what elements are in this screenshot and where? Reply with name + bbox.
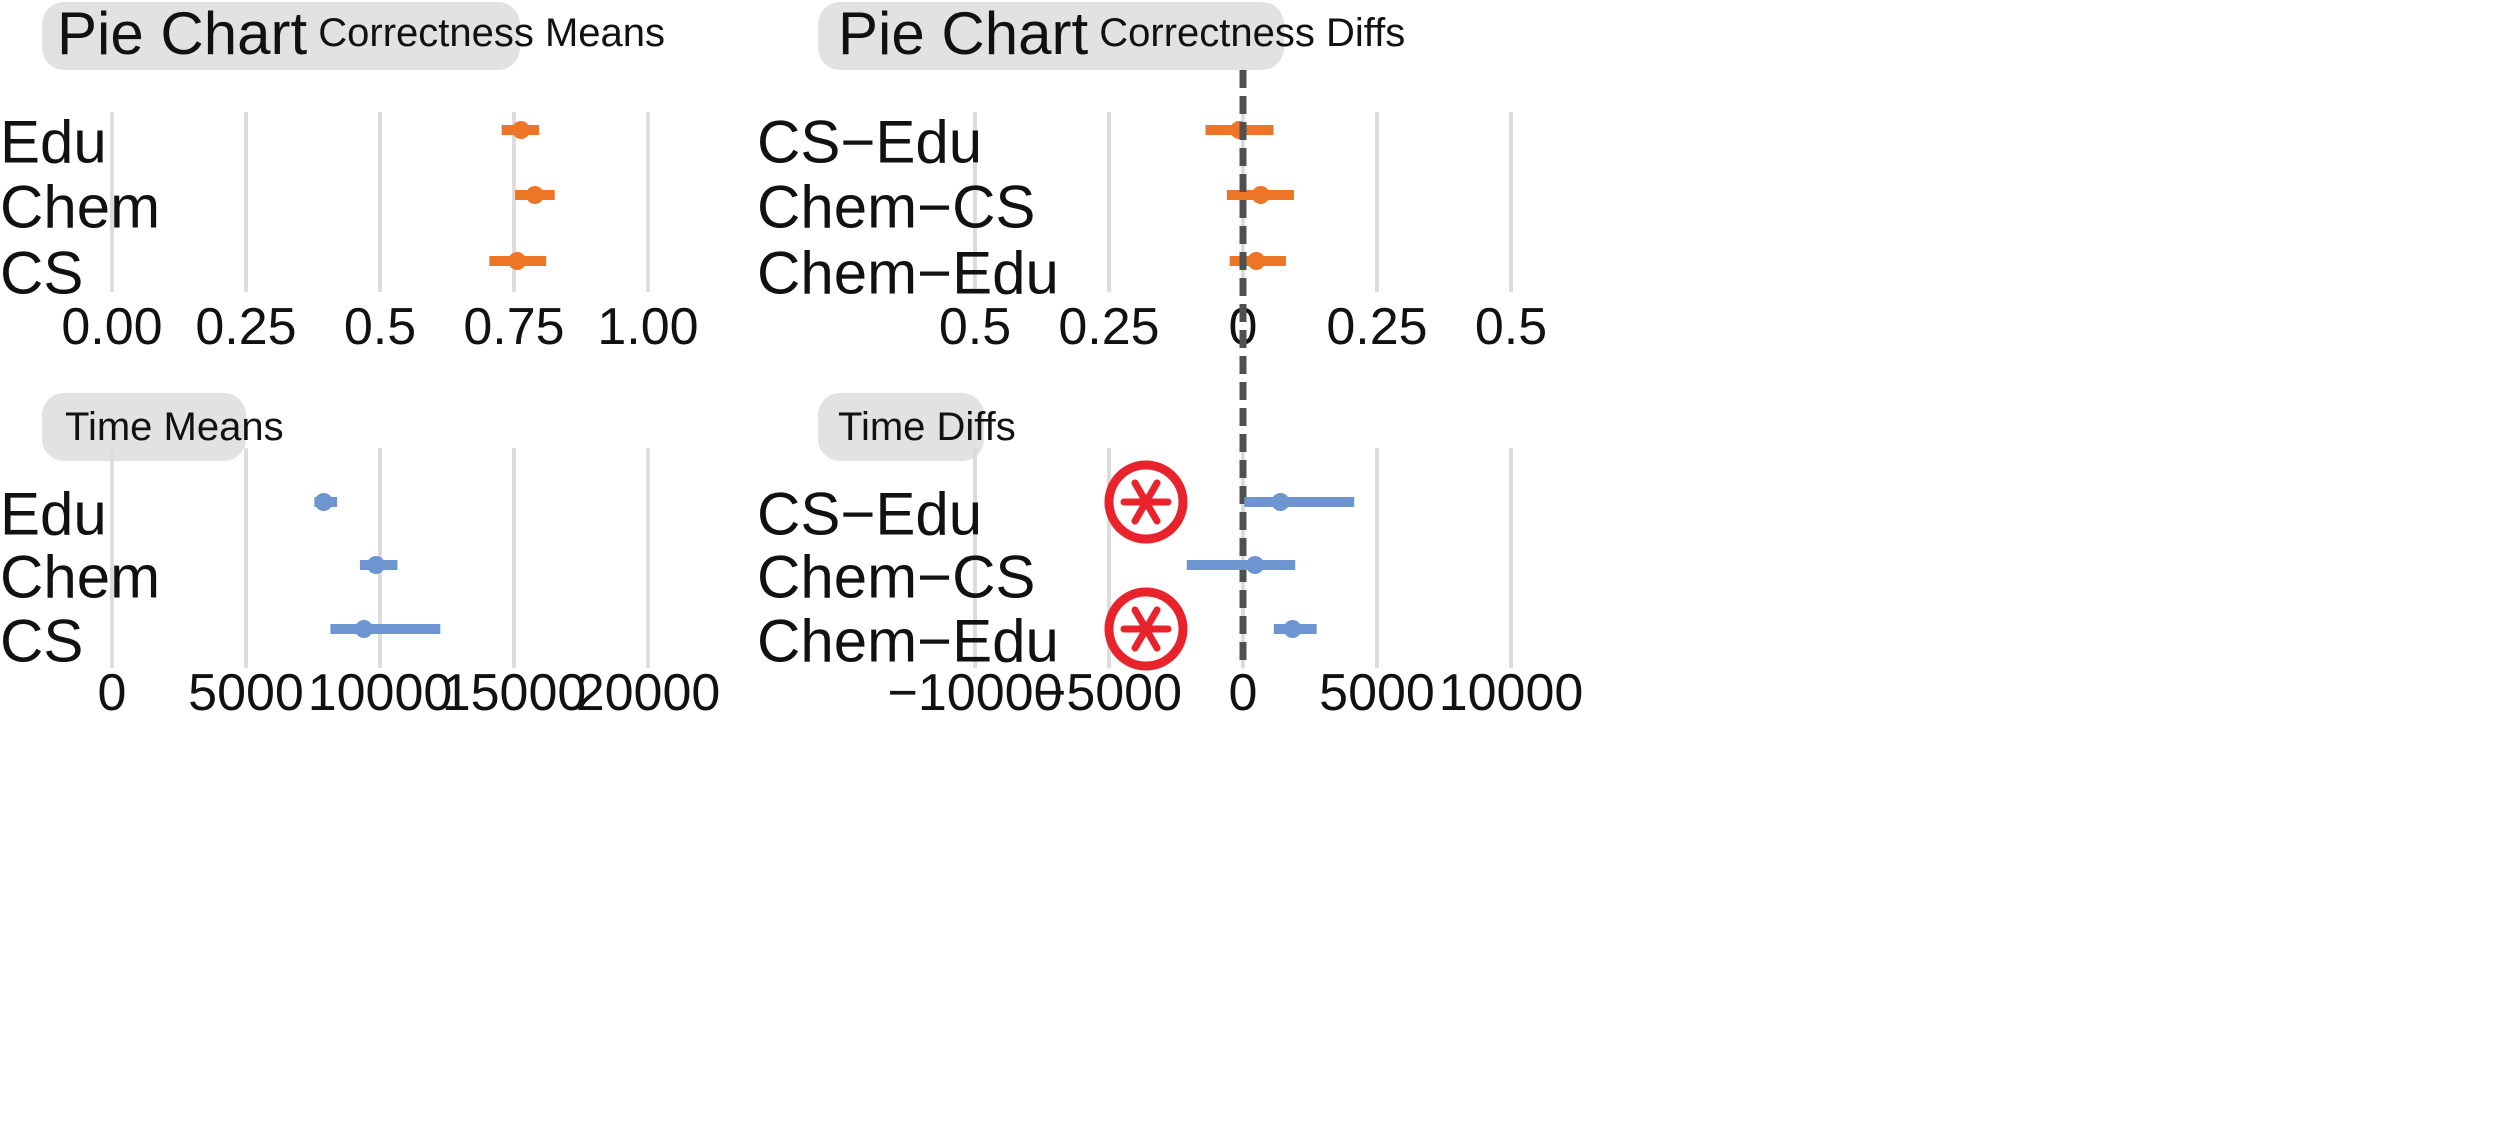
panel-title: Time Means [65, 405, 284, 449]
panel-title: Pie Chart Correctness Means [57, 0, 665, 67]
panel-title-background [818, 393, 984, 461]
x-tick-label: 0 [1229, 664, 1258, 722]
category-label: CS−Edu [757, 481, 982, 548]
mean-point [508, 252, 527, 270]
category-label: Chem−CS [757, 174, 1035, 241]
x-tick-label: 0.00 [61, 298, 162, 356]
x-tick-label: 0.5 [939, 298, 1011, 356]
panel-title-sep [1088, 11, 1099, 55]
panel-title: Time Diffs [838, 405, 1016, 449]
category-label: Edu [0, 109, 107, 176]
x-tick-label: 5000 [188, 664, 304, 722]
panel-title-sub: Correctness Diffs [1099, 11, 1405, 55]
category-label: CS [0, 240, 83, 307]
x-tick-label: −5000 [1036, 664, 1182, 722]
panel-title-main: Pie Chart [838, 0, 1088, 67]
mean-point [1246, 556, 1265, 574]
x-tick-label: 0.75 [463, 298, 564, 356]
x-tick-label: 0.5 [344, 298, 416, 356]
panel-title-sub: Time Means [65, 405, 284, 449]
x-tick-label: 0.25 [195, 298, 296, 356]
x-tick-label: 15000 [442, 664, 587, 722]
panel-title-background [42, 393, 246, 461]
mean-point [366, 556, 385, 574]
x-tick-label: 10000 [1439, 664, 1584, 722]
category-label: Edu [0, 481, 107, 548]
mean-point [314, 493, 333, 511]
significance-asterisk-stroke [1131, 606, 1161, 652]
panel-title-sub: Time Diffs [838, 405, 1016, 449]
panel-title-background [818, 2, 1284, 70]
mean-point [511, 121, 530, 139]
x-tick-label: 20000 [576, 664, 721, 722]
category-label: Chem [0, 544, 160, 611]
significance-asterisk-stroke [1131, 479, 1161, 525]
mean-point [1271, 493, 1290, 511]
panel-time-diffs: Time Diffs−10000−5000 0 5000 10000CS−EduChe… [757, 70, 1583, 722]
x-tick-label: 0 [98, 664, 127, 722]
asterisk-in-circle-icon [1104, 587, 1188, 671]
x-tick-label: 10000 [308, 664, 453, 722]
x-tick-label: 0.5 [1475, 298, 1547, 356]
x-tick-label: 5000 [1319, 664, 1435, 722]
category-label: CS [0, 608, 83, 675]
mean-point [354, 620, 373, 638]
category-label: Chem−Edu [757, 608, 1059, 675]
x-tick-label: 1.00 [597, 298, 698, 356]
x-tick-label: 0.25 [1058, 298, 1159, 356]
category-label: Chem [0, 174, 160, 241]
panel-title: Pie Chart Correctness Diffs [838, 0, 1405, 67]
mean-point [1247, 252, 1266, 270]
x-tick-label: 0.25 [1326, 298, 1427, 356]
panel-title-main: Pie Chart [57, 0, 307, 67]
panel-title-sub: Correctness Means [318, 11, 665, 55]
asterisk-in-circle-icon [1104, 460, 1188, 544]
mean-point [1283, 620, 1302, 638]
panel-title-sep [307, 11, 318, 55]
category-label: Chem−Edu [757, 240, 1059, 307]
x-tick-label: −10000 [888, 664, 1063, 722]
panel-title-background [42, 2, 520, 70]
category-label: CS−Edu [757, 109, 982, 176]
mean-point [1251, 186, 1270, 204]
mean-point [525, 186, 544, 204]
category-label: Chem−CS [757, 544, 1035, 611]
panel-correctness-means: Pie Chart Correctness Means 0.00 0.25 0.5 0.… [0, 0, 699, 356]
